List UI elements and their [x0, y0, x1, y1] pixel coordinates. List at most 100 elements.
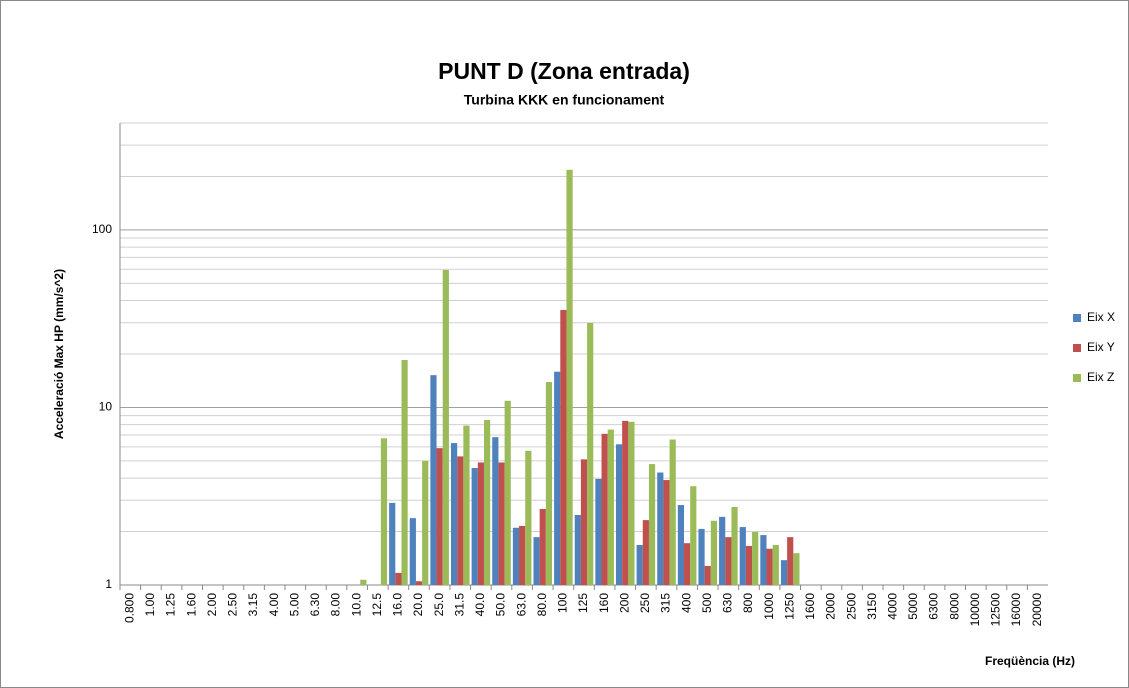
bar [766, 548, 773, 585]
bar [360, 579, 367, 585]
x-axis-title: Freqüència (Hz) [985, 654, 1075, 668]
bar [669, 439, 676, 585]
x-tick-label: 630 [721, 593, 735, 613]
bar [731, 506, 738, 585]
bar [704, 565, 711, 585]
bar [560, 309, 567, 585]
x-tick-label: 20000 [1030, 593, 1044, 627]
x-tick-label: 63.0 [514, 593, 528, 617]
bar [595, 478, 602, 585]
legend-swatch [1073, 374, 1081, 382]
bar [422, 460, 429, 585]
x-tick-label: 1.60 [184, 593, 198, 617]
x-tick-label: 5000 [906, 593, 920, 620]
bar [436, 448, 443, 585]
bar [684, 543, 691, 585]
bar [525, 450, 532, 585]
x-tick-label: 100 [556, 593, 570, 613]
x-tick-label: 6.30 [308, 593, 322, 617]
bar [710, 520, 718, 585]
x-tick-label: 2.00 [205, 593, 219, 617]
bar [545, 382, 553, 585]
bar [677, 505, 685, 585]
y-tick-label: 10 [99, 400, 113, 414]
bar [642, 520, 649, 585]
x-tick-label: 50.0 [494, 593, 508, 617]
bar [615, 444, 623, 585]
x-tick-label: 12.5 [370, 593, 384, 617]
x-tick-label: 400 [679, 593, 693, 613]
x-tick-label: 5.00 [287, 593, 301, 617]
bar [636, 544, 643, 585]
x-tick-label: 2500 [844, 593, 858, 620]
legend-swatch [1073, 314, 1081, 322]
x-tick-label: 3150 [865, 593, 879, 620]
x-tick-label: 160 [597, 593, 611, 613]
bar [663, 480, 670, 585]
x-tick-label: 315 [659, 593, 673, 613]
y-tick-label: 1 [105, 577, 112, 591]
x-tick-label: 800 [741, 593, 755, 613]
x-tick-label: 8000 [947, 593, 961, 620]
x-tick-label: 1250 [782, 593, 796, 620]
bar [401, 360, 408, 585]
bar [463, 425, 470, 585]
bar [483, 419, 491, 585]
bar [477, 462, 484, 585]
bar [787, 537, 794, 585]
x-tick-label: 1.25 [164, 593, 178, 617]
bar [539, 508, 546, 585]
chart-subtitle: Turbina KKK en funcionament [464, 92, 665, 108]
bar [395, 572, 402, 585]
x-tick-label: 12500 [989, 593, 1003, 627]
bar [554, 371, 561, 585]
bar [457, 456, 464, 585]
bar [492, 437, 499, 585]
x-tick-label: 3.15 [246, 593, 260, 617]
x-tick-label: 8.00 [329, 593, 343, 617]
bar [389, 502, 396, 585]
bar [725, 537, 732, 585]
bar [628, 421, 635, 585]
x-tick-label: 2.50 [226, 593, 240, 617]
x-tick-label: 1000 [762, 593, 776, 620]
x-tick-label: 10.0 [349, 593, 363, 617]
bar [780, 560, 788, 585]
bar [752, 531, 759, 585]
bar [450, 443, 458, 585]
chart-title: PUNT D (Zona entrada) [438, 58, 690, 84]
bar [574, 514, 581, 585]
bar [471, 467, 478, 585]
y-axis-title: Acceleració Max HP (mm/s^2) [52, 269, 66, 439]
bar [587, 322, 594, 585]
x-tick-label: 250 [638, 593, 652, 613]
x-tick-label: 80.0 [535, 593, 549, 617]
bar [533, 537, 540, 585]
bar [648, 464, 656, 585]
x-tick-label: 125 [576, 593, 590, 613]
x-tick-label: 200 [617, 593, 631, 613]
x-tick-label: 20.0 [411, 593, 425, 617]
x-tick-label: 40.0 [473, 593, 487, 617]
x-tick-label: 0.800 [122, 593, 136, 623]
bar [442, 269, 449, 585]
legend-label: Eix X [1087, 310, 1115, 324]
x-tick-label: 1.00 [143, 593, 157, 617]
legend-swatch [1073, 344, 1081, 352]
x-tick-label: 4.00 [267, 593, 281, 617]
x-tick-label: 2000 [824, 593, 838, 620]
x-tick-label: 31.5 [452, 593, 466, 617]
x-tick-label: 16.0 [391, 593, 405, 617]
y-tick-label: 100 [92, 222, 112, 236]
legend-label: Eix Z [1087, 370, 1114, 384]
bar [745, 545, 753, 585]
x-tick-label: 500 [700, 593, 714, 613]
x-tick-label: 16000 [1009, 593, 1023, 627]
x-tick-label: 25.0 [432, 593, 446, 617]
bar [380, 438, 388, 585]
x-tick-label: 6300 [927, 593, 941, 620]
bar [430, 375, 437, 585]
bar [415, 581, 423, 585]
bar [760, 535, 767, 585]
bar [409, 518, 416, 585]
